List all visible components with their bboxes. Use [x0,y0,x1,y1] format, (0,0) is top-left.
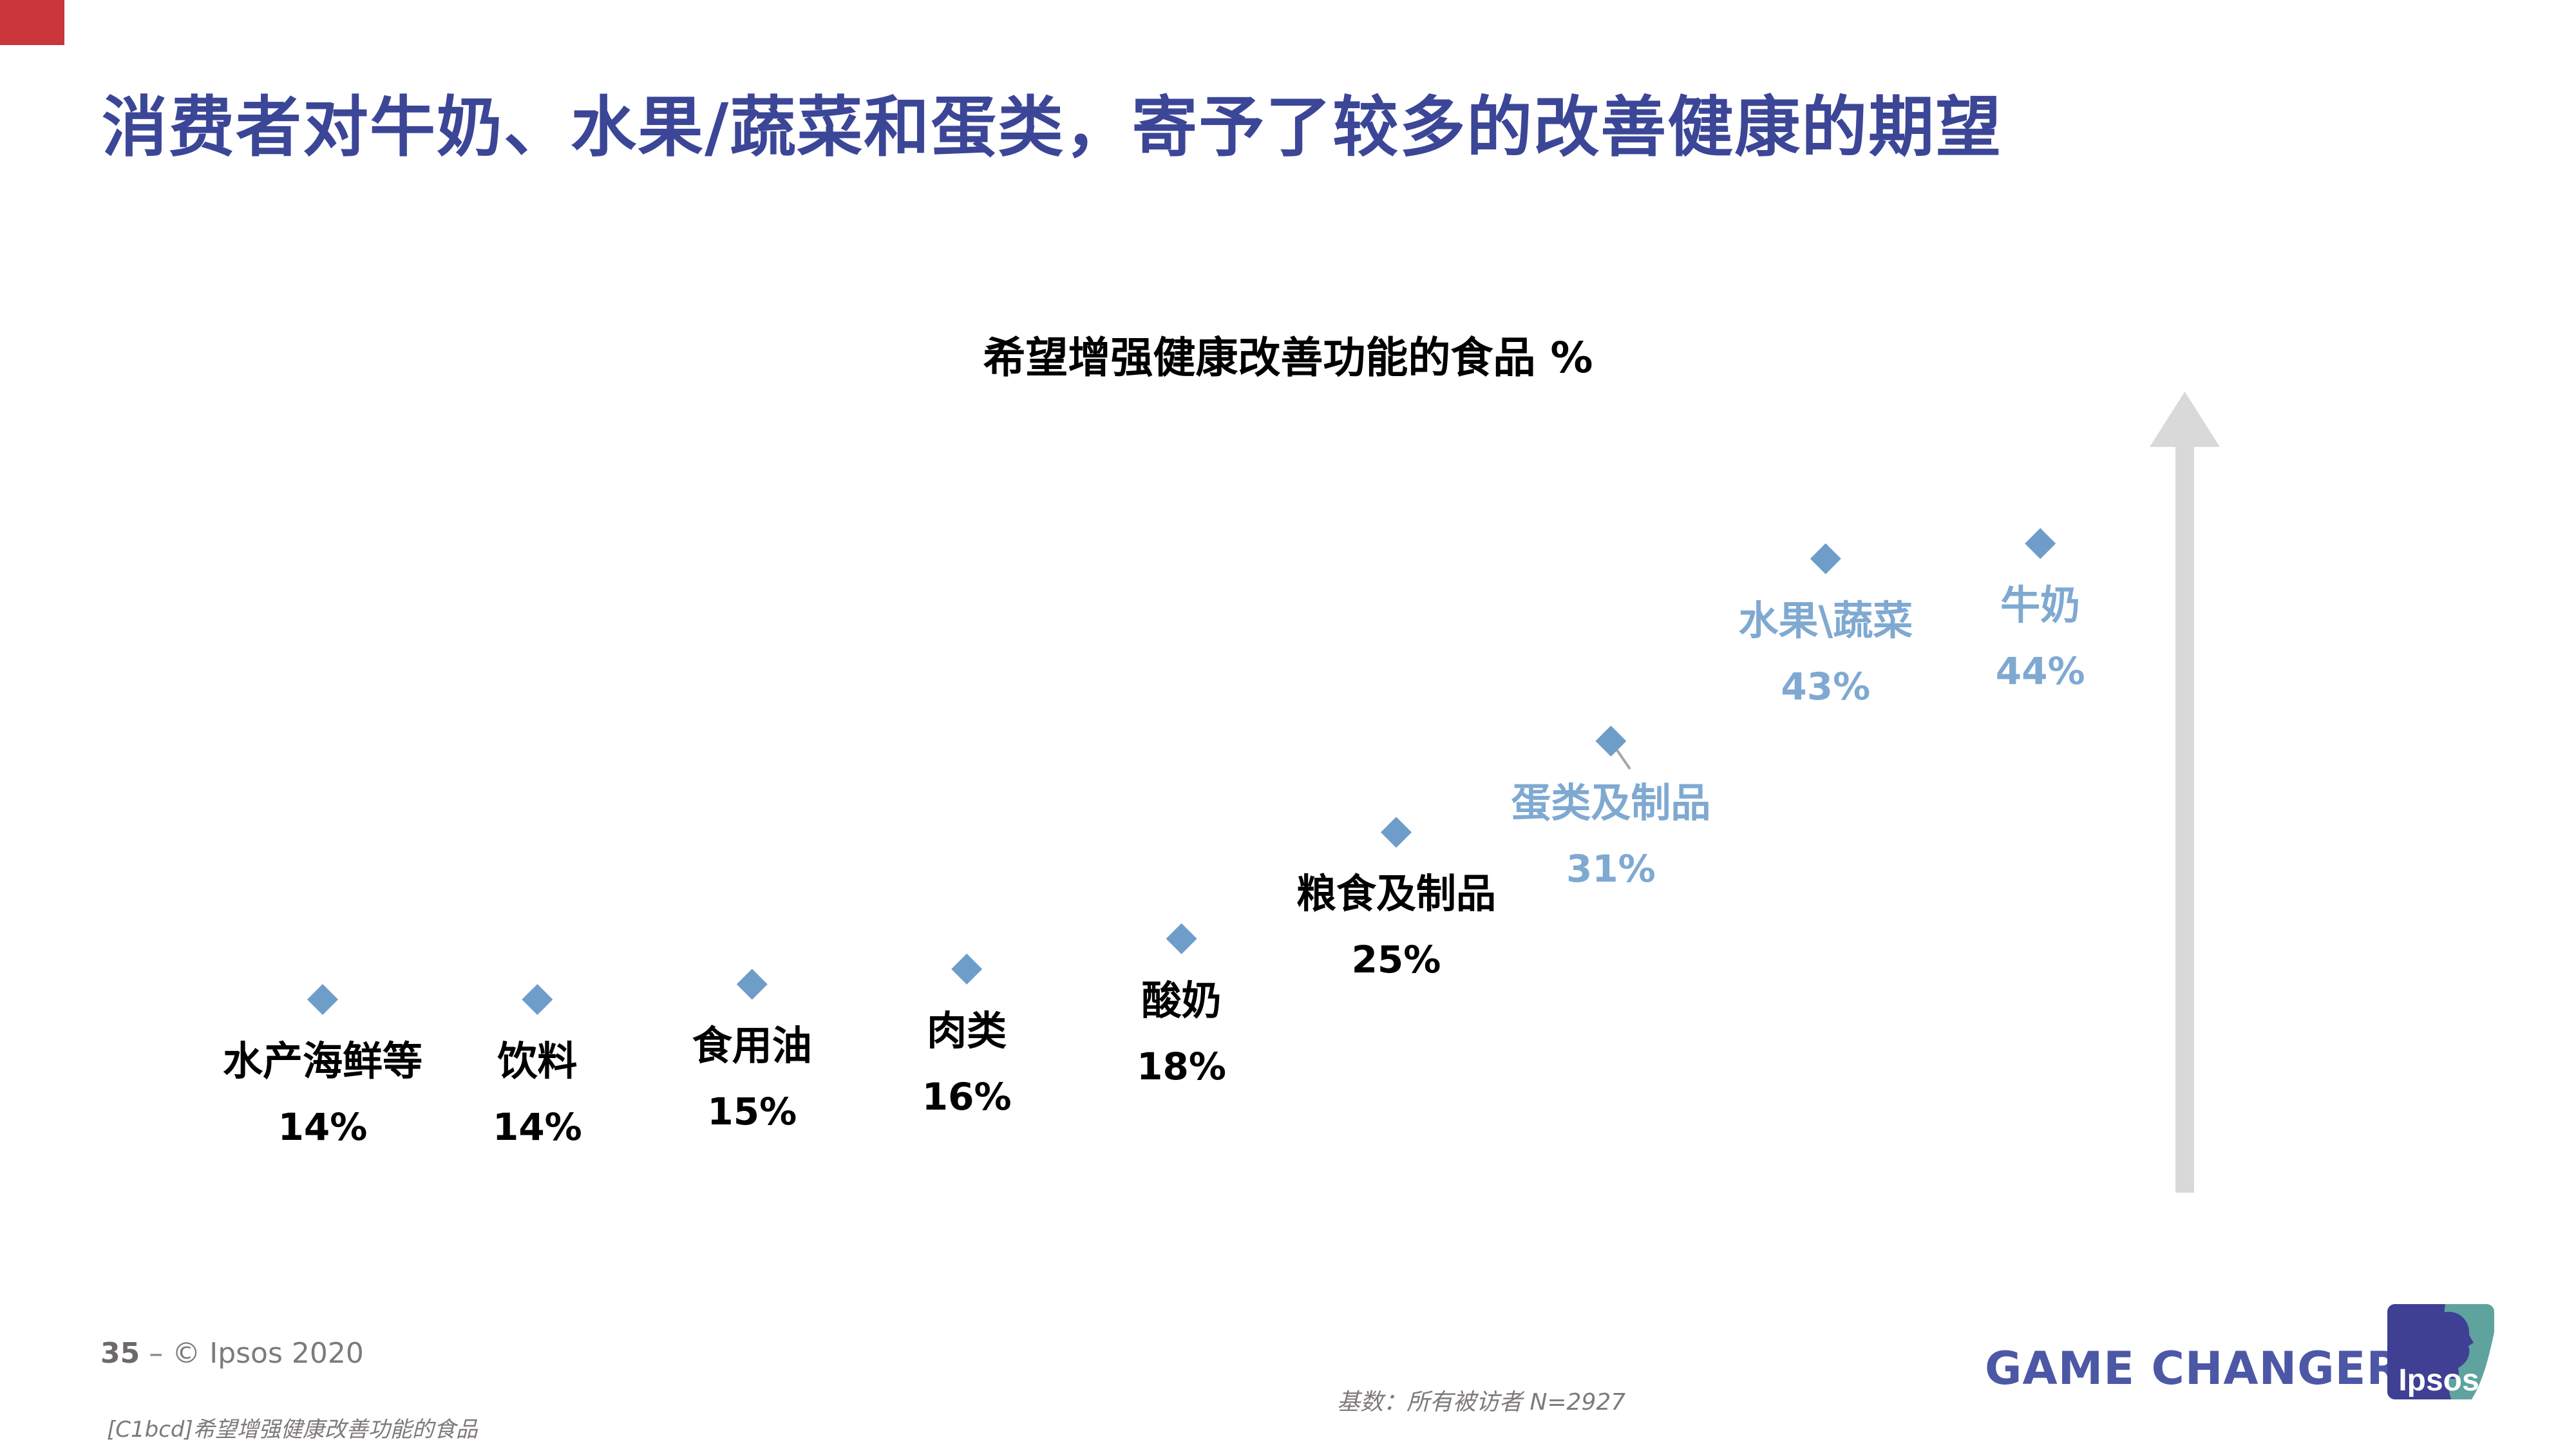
data-point-label: 肉类 [927,1007,1007,1054]
data-point-value: 44% [1995,649,2085,693]
chart-title: 希望增强健康改善功能的食品 % [983,333,1593,383]
data-point-label: 水产海鲜等 [222,1037,422,1084]
data-point-label: 饮料 [497,1037,578,1084]
data-point-value: 14% [278,1105,368,1149]
base-note: 基数：所有被访者 N=2927 [1337,1389,1626,1416]
data-point-marker [307,984,338,1015]
data-point-value: 18% [1137,1044,1226,1088]
ipsos-logo-head-icon [2423,1312,2474,1379]
footer-dash: – [149,1337,164,1370]
footer-copyright-line: 35– © Ipsos 2020 [100,1337,364,1370]
page-number: 35 [100,1337,140,1370]
ipsos-logo: Ipsos [2387,1304,2494,1402]
data-point-marker [1810,543,1841,574]
brand-tagline: GAME CHANGERS [1985,1342,2435,1395]
data-point-marker [736,969,768,1000]
data-point-marker [1595,725,1627,757]
data-point-marker [1166,923,1197,954]
data-point-marker [951,953,983,985]
ipsos-logo-right-edge [2472,1332,2494,1399]
data-point-value: 43% [1781,664,1871,708]
data-point-marker [2025,528,2056,559]
ipsos-logo-text: Ipsos [2398,1363,2479,1397]
slide-title: 消费者对牛奶、水果/蔬菜和蛋类，寄予了较多的改善健康的期望 [102,90,2003,166]
growth-arrow-icon [2150,392,2220,1193]
data-point-value: 15% [707,1090,797,1134]
data-point-value: 25% [1351,938,1441,982]
data-point-marker [522,984,553,1015]
data-point-value: 14% [492,1105,582,1149]
data-point-value: 16% [922,1074,1012,1119]
data-point-label: 粮食及制品 [1296,870,1496,918]
data-point-label: 牛奶 [2000,582,2081,629]
source-note: [C1bcd]希望增强健康改善功能的食品 [107,1417,478,1443]
data-point-label: 水果\蔬菜 [1738,596,1913,644]
data-point-label: 蛋类及制品 [1511,779,1711,826]
data-point-label: 食用油 [692,1022,812,1070]
copyright-text: © Ipsos 2020 [172,1337,364,1370]
data-point-value: 31% [1566,846,1656,891]
data-point-marker [1381,817,1412,848]
corner-accent-square [0,0,64,45]
data-point-label: 酸奶 [1141,976,1222,1024]
